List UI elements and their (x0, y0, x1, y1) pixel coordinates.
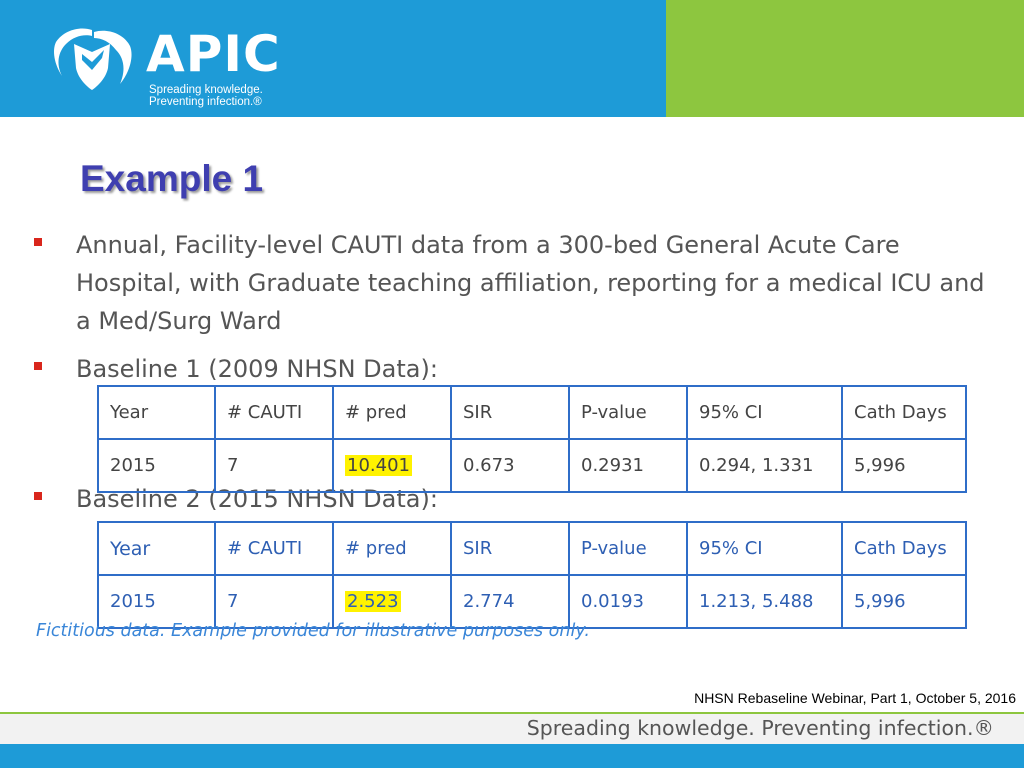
baseline1-table: Year # CAUTI # pred SIR P-value 95% CI C… (97, 385, 967, 493)
bullet-text: Annual, Facility-level CAUTI data from a… (76, 231, 985, 335)
data-cell: 2.523 (332, 574, 452, 629)
baseline2-table: Year # CAUTI # pred SIR P-value 95% CI C… (97, 521, 967, 629)
logo-wordmark: APIC (146, 25, 281, 83)
data-cell: 7 (214, 574, 334, 629)
bullet-marker (34, 492, 42, 500)
data-cell: 2015 (97, 574, 216, 629)
slide-title: Example 1 (80, 158, 264, 199)
header-cell: Year (97, 385, 216, 440)
table-row: 2015 7 10.401 0.673 0.2931 0.294, 1.331 … (97, 438, 967, 493)
highlighted-pred-value: 10.401 (345, 455, 412, 476)
data-cell: 7 (214, 438, 334, 493)
header-cell: SIR (450, 385, 570, 440)
data-cell: 10.401 (332, 438, 452, 493)
highlighted-pred-value: 2.523 (345, 591, 401, 612)
header-cell: Cath Days (841, 521, 967, 576)
data-cell: 0.673 (450, 438, 570, 493)
header-cell: Year (97, 521, 216, 576)
data-cell: 0.294, 1.331 (686, 438, 843, 493)
header-cell: SIR (450, 521, 570, 576)
footnote: Fictitious data. Example provided for il… (36, 621, 590, 641)
bullet-marker (34, 362, 42, 370)
header-cell: 95% CI (686, 521, 843, 576)
header-cell: P-value (568, 385, 688, 440)
table-header-row: Year # CAUTI # pred SIR P-value 95% CI C… (97, 385, 967, 440)
logo-tagline-line1: Spreading knowledge. (149, 84, 263, 96)
table-header-row: Year # CAUTI # pred SIR P-value 95% CI C… (97, 521, 967, 576)
data-cell: 1.213, 5.488 (686, 574, 843, 629)
webinar-credit: NHSN Rebaseline Webinar, Part 1, October… (694, 690, 1016, 706)
header-cell: Cath Days (841, 385, 967, 440)
footer-divider (0, 712, 1024, 714)
header-cell: # CAUTI (214, 385, 334, 440)
data-cell: 2.774 (450, 574, 570, 629)
footer-blue-bar (0, 744, 1024, 768)
table-row: 2015 7 2.523 2.774 0.0193 1.213, 5.488 5… (97, 574, 967, 629)
header-blue-band (0, 0, 666, 117)
logo-tagline: Spreading knowledge. Preventing infectio… (149, 84, 263, 108)
footer-tagline: Spreading knowledge. Preventing infectio… (526, 716, 994, 740)
data-cell: 0.0193 (568, 574, 688, 629)
bullet-text: Baseline 1 (2009 NHSN Data): (76, 355, 438, 383)
data-cell: 5,996 (841, 438, 967, 493)
data-cell: 2015 (97, 438, 216, 493)
apic-shield-logo-icon (54, 28, 132, 90)
bullet-marker (34, 238, 42, 246)
logo-tagline-line2: Preventing infection.® (149, 96, 262, 108)
header-cell: P-value (568, 521, 688, 576)
header-cell: # pred (332, 385, 452, 440)
header-green-band (666, 0, 1024, 117)
header-cell: # pred (332, 521, 452, 576)
data-cell: 5,996 (841, 574, 967, 629)
header-cell: # CAUTI (214, 521, 334, 576)
data-cell: 0.2931 (568, 438, 688, 493)
footer-band (0, 714, 1024, 744)
header-cell: 95% CI (686, 385, 843, 440)
